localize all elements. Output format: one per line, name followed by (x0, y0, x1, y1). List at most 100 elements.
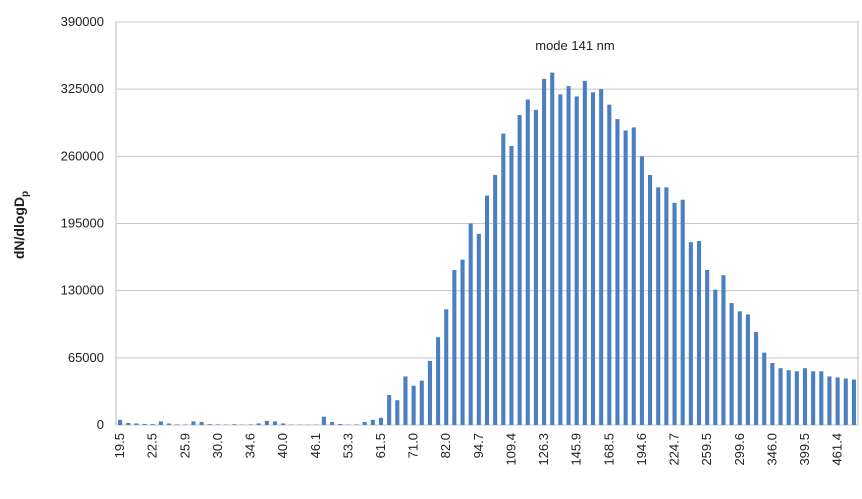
bar (191, 421, 195, 425)
y-tick-label: 130000 (61, 283, 104, 298)
y-tick-label: 325000 (61, 81, 104, 96)
bar (379, 418, 383, 425)
x-tick-label: 126.3 (536, 433, 551, 466)
y-tick-label: 0 (97, 417, 104, 432)
bar (664, 187, 668, 425)
bar (395, 400, 399, 425)
x-tick-label: 82.0 (438, 433, 453, 458)
bar (118, 420, 122, 425)
bar (754, 332, 758, 425)
bar (461, 260, 465, 425)
x-tick-label: 61.5 (373, 433, 388, 458)
bar (232, 424, 236, 425)
x-tick-label: 71.0 (406, 433, 421, 458)
bar (836, 377, 840, 425)
bar (126, 423, 130, 425)
bar (721, 275, 725, 425)
bar (697, 241, 701, 425)
bar (200, 422, 204, 425)
y-tick-label: 390000 (61, 14, 104, 29)
x-tick-label: 34.6 (243, 433, 258, 458)
bar (689, 242, 693, 425)
bar (526, 100, 530, 426)
bar (673, 203, 677, 425)
x-tick-label: 19.5 (112, 433, 127, 458)
bar (159, 421, 163, 425)
bar (779, 368, 783, 425)
bar (338, 424, 342, 425)
x-tick-label: 346.0 (764, 433, 779, 466)
bar (469, 224, 473, 426)
bar (599, 89, 603, 425)
bar (730, 303, 734, 425)
bar (640, 156, 644, 425)
bar (412, 386, 416, 425)
bar (134, 423, 138, 425)
bar (567, 86, 571, 425)
bar (143, 424, 147, 425)
bar (371, 420, 375, 425)
bar (249, 424, 253, 425)
bar (208, 424, 212, 425)
x-tick-label: 94.7 (471, 433, 486, 458)
bar (444, 309, 448, 425)
bar (355, 424, 359, 425)
bar (534, 110, 538, 425)
bar (705, 270, 709, 425)
bar (542, 79, 546, 425)
bar (436, 337, 440, 425)
y-tick-label: 65000 (68, 350, 104, 365)
bar (819, 371, 823, 425)
bar (428, 361, 432, 425)
y-axis-label-subscript: p (20, 191, 31, 197)
bar (795, 371, 799, 425)
x-tick-label: 22.5 (145, 433, 160, 458)
x-tick-label: 40.0 (275, 433, 290, 458)
bar (363, 422, 367, 425)
bar (607, 105, 611, 425)
bar (265, 421, 269, 425)
bar (550, 73, 554, 425)
bar (624, 131, 628, 426)
x-tick-label: 224.7 (667, 433, 682, 466)
y-tick-label: 195000 (61, 216, 104, 231)
bar (648, 175, 652, 425)
bar (322, 417, 326, 425)
bar (485, 196, 489, 425)
x-tick-label: 109.4 (503, 433, 518, 466)
bar (281, 423, 285, 425)
bar (656, 187, 660, 425)
y-axis-label-main: dN/dlogD (11, 197, 27, 259)
y-tick-label: 260000 (61, 148, 104, 163)
bar (257, 423, 261, 425)
x-tick-label: 461.4 (830, 433, 845, 466)
x-tick-label: 259.5 (699, 433, 714, 466)
bar (681, 200, 685, 425)
x-tick-label: 46.1 (308, 433, 323, 458)
bar (827, 376, 831, 425)
x-tick-label: 145.9 (569, 433, 584, 466)
bar (844, 379, 848, 426)
bar (509, 146, 513, 425)
bar (787, 370, 791, 425)
bar (493, 175, 497, 425)
x-tick-label: 299.6 (732, 433, 747, 466)
bar (501, 134, 505, 425)
bar (762, 353, 766, 425)
bar (583, 81, 587, 425)
bar (811, 371, 815, 425)
bar (175, 424, 179, 425)
annotation: mode 141 nm (535, 38, 615, 53)
bar (420, 381, 424, 425)
bar (167, 423, 171, 425)
bar (713, 290, 717, 425)
bar (518, 115, 522, 425)
y-axis-label: dN/dlogDp (11, 191, 31, 259)
x-tick-label: 53.3 (340, 433, 355, 458)
bar (403, 376, 407, 425)
bar (591, 92, 595, 425)
bar (632, 127, 636, 425)
bar (746, 314, 750, 425)
bar (330, 422, 334, 425)
